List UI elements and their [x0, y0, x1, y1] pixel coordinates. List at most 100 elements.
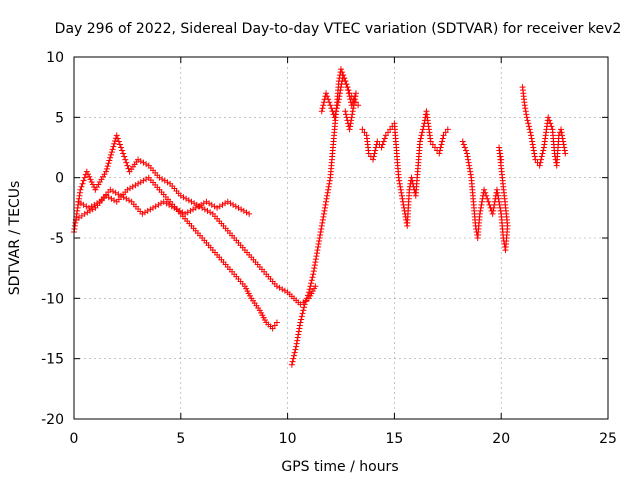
interp-marker	[271, 322, 278, 329]
interp-marker	[320, 213, 327, 220]
interp-marker	[558, 129, 565, 136]
y-tick-label: -10	[41, 291, 64, 307]
interp-marker	[295, 331, 302, 338]
data-point	[77, 186, 84, 193]
axis-ticks	[73, 56, 609, 420]
interp-marker	[140, 177, 147, 184]
interp-marker	[89, 181, 96, 188]
interp-marker	[326, 99, 333, 106]
data-point	[365, 150, 372, 157]
data-point	[397, 186, 404, 193]
interp-marker	[183, 195, 190, 202]
interp-marker	[339, 69, 346, 76]
data-point	[427, 138, 434, 145]
interp-marker	[497, 204, 504, 211]
data-point	[352, 90, 359, 97]
data-point	[496, 144, 503, 151]
interp-marker	[467, 168, 474, 175]
interp-marker	[291, 352, 298, 359]
interp-marker	[561, 147, 568, 154]
data-point	[382, 132, 389, 139]
interp-marker	[461, 144, 468, 151]
interp-marker	[335, 99, 342, 106]
data-point	[440, 132, 447, 139]
interp-marker	[319, 216, 326, 223]
x-tick-label: 15	[385, 431, 403, 447]
interp-marker	[281, 287, 288, 294]
y-tick-label: -5	[50, 231, 64, 247]
interp-marker	[312, 259, 319, 266]
interp-marker	[437, 144, 444, 151]
interp-marker	[140, 159, 147, 166]
interp-marker	[87, 176, 94, 183]
data-point	[399, 198, 406, 205]
interp-marker	[539, 150, 546, 157]
y-tick-label: 0	[55, 171, 64, 187]
data-point	[273, 319, 280, 326]
interp-marker	[477, 204, 484, 211]
interp-marker	[372, 144, 379, 151]
interp-marker	[530, 147, 537, 154]
interp-marker	[206, 200, 213, 207]
x-tick-label: 10	[279, 431, 297, 447]
interp-marker	[121, 153, 128, 160]
data-point	[532, 156, 539, 163]
interp-marker	[276, 284, 283, 291]
interp-marker	[105, 160, 112, 167]
interp-marker	[398, 189, 405, 196]
series-trace-7	[459, 138, 511, 254]
interp-marker	[313, 253, 320, 260]
interp-marker	[538, 153, 545, 160]
interp-marker	[306, 286, 313, 293]
interp-marker	[497, 207, 504, 214]
interp-marker	[292, 346, 299, 353]
data-point	[269, 325, 276, 332]
interp-marker	[308, 277, 315, 284]
series-trace-2	[73, 174, 280, 332]
interp-marker	[238, 206, 245, 213]
interp-marker	[320, 102, 327, 109]
interp-marker	[494, 189, 501, 196]
interp-marker	[311, 262, 318, 269]
interp-marker	[312, 256, 319, 263]
interp-marker	[341, 75, 348, 82]
interp-marker	[333, 105, 340, 112]
interp-marker	[80, 201, 87, 208]
interp-marker	[478, 198, 485, 205]
interp-marker	[346, 93, 353, 100]
interp-marker	[477, 207, 484, 214]
data-point	[297, 319, 304, 326]
series-trace-6	[359, 108, 451, 229]
interp-marker	[467, 171, 474, 178]
interp-marker	[398, 192, 405, 199]
interp-marker	[106, 157, 113, 164]
interp-marker	[303, 295, 310, 302]
interp-marker	[290, 355, 297, 362]
interp-marker	[321, 204, 328, 211]
interp-marker	[525, 123, 532, 130]
interp-marker	[316, 235, 323, 241]
interp-marker	[482, 189, 489, 196]
interp-marker	[127, 185, 134, 192]
interp-marker	[419, 126, 426, 133]
interp-marker	[110, 143, 117, 150]
interp-marker	[325, 186, 332, 193]
x-tick-label: 0	[70, 431, 79, 447]
interp-marker	[161, 177, 168, 184]
interp-marker	[478, 201, 485, 208]
data-point	[431, 144, 438, 151]
data-markers	[71, 66, 569, 368]
interp-marker	[185, 197, 192, 204]
data-point	[545, 114, 552, 121]
interp-marker	[166, 201, 173, 208]
interp-marker	[107, 151, 114, 158]
interp-marker	[380, 138, 387, 145]
data-point	[476, 210, 483, 217]
interp-marker	[240, 207, 247, 214]
interp-marker	[190, 206, 197, 213]
data-point	[301, 301, 308, 308]
interp-marker	[232, 203, 239, 210]
interp-marker	[344, 117, 351, 124]
interp-marker	[124, 162, 131, 169]
interp-marker	[184, 209, 191, 216]
